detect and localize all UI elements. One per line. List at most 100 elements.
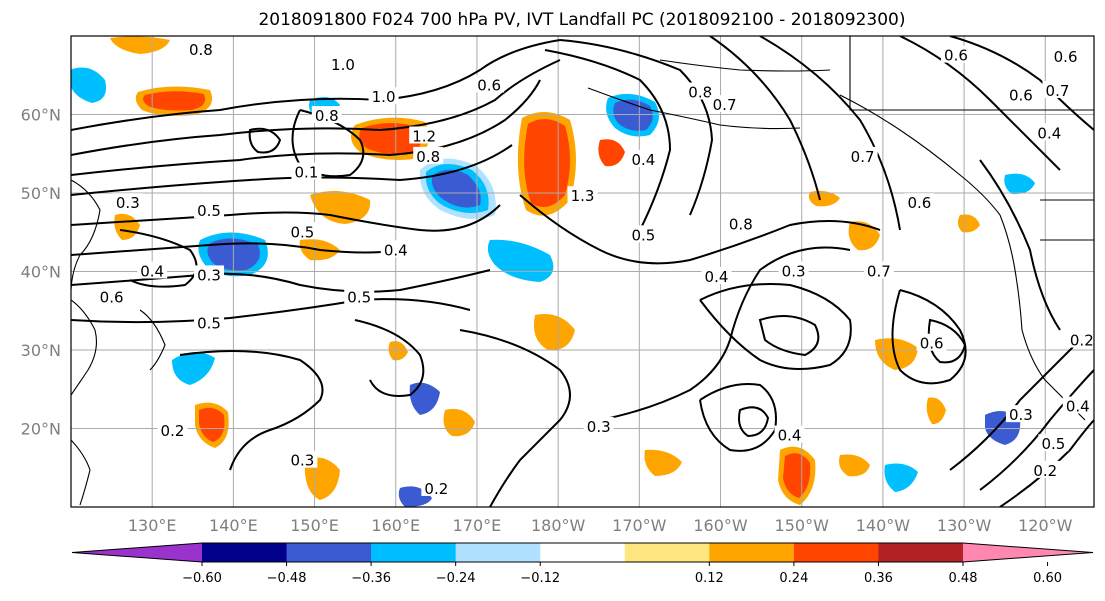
contour-label: 0.2	[161, 422, 185, 440]
contour-label: 0.8	[315, 107, 339, 125]
contour-label: 0.3	[1009, 406, 1033, 424]
longitude-label: 140°W	[856, 516, 911, 535]
contour-label: 0.3	[782, 263, 806, 281]
contour-label: 0.4	[705, 268, 729, 286]
longitude-label: 160°E	[371, 516, 420, 535]
figure-title: 2018091800 F024 700 hPa PV, IVT Landfall…	[258, 10, 905, 30]
contour-label: 0.2	[1033, 462, 1057, 480]
contour-label: 0.4	[778, 427, 802, 445]
colorbar-tick-label: 0.60	[1033, 571, 1062, 586]
contour-label-background	[863, 261, 894, 279]
colorbar-segment	[455, 543, 541, 562]
colorbar-tick-label: −0.36	[351, 571, 391, 586]
contour-label-background	[628, 150, 659, 168]
colorbar-tick-label: −0.12	[520, 571, 560, 586]
longitude-label: 160°W	[693, 516, 748, 535]
contour-label-background	[778, 261, 809, 279]
contour-label-background	[137, 261, 168, 279]
contour-label-background	[409, 126, 440, 144]
latitude-label: 30°N	[21, 341, 61, 360]
contour-label: 0.2	[1070, 332, 1094, 350]
contour-label: 0.4	[384, 241, 408, 259]
contour-label-background	[474, 75, 505, 93]
contour-label: 0.5	[290, 223, 314, 241]
contour-label: 0.3	[197, 266, 221, 284]
contour-label-background	[701, 266, 732, 284]
contour-label: 0.7	[867, 263, 891, 281]
contour-label-background	[194, 265, 225, 283]
colorbar-tick-label: 0.12	[695, 571, 724, 586]
colorbar-tick-label: 0.24	[779, 571, 808, 586]
contour-label: 0.6	[944, 47, 968, 65]
contour-label: 0.4	[1066, 398, 1090, 416]
contour-label-background	[1038, 434, 1069, 452]
longitude-label: 150°E	[290, 516, 339, 535]
contour-label: 0.1	[295, 164, 319, 182]
longitude-labels: 130°E 140°E 150°E 160°E 170°E 180°W 170°W 160°W…	[128, 516, 1073, 535]
contour-label-background	[904, 193, 935, 211]
contour-label-background	[413, 146, 444, 164]
contour-label-background	[1034, 123, 1065, 141]
latitude-label: 20°N	[21, 420, 61, 439]
contour-label: 0.2	[424, 480, 448, 498]
latitude-label: 50°N	[21, 184, 61, 203]
contour-label: 0.8	[688, 84, 712, 102]
contour-label: 0.4	[1037, 124, 1061, 142]
contour-label-background	[194, 201, 225, 219]
contour-label-background	[194, 313, 225, 331]
longitude-label: 180°W	[531, 516, 586, 535]
colorbar: −0.60 −0.48 −0.36 −0.24 −0.12 0.12 0.24 0.36 0.4…	[71, 542, 1094, 586]
contour-label: 0.3	[290, 452, 314, 470]
contour-label: 0.4	[140, 263, 164, 281]
longitude-label: 170°E	[453, 516, 502, 535]
contour-label: 0.8	[416, 148, 440, 166]
contour-label-background	[916, 333, 947, 351]
contour-label: 0.4	[631, 151, 655, 169]
contour-label-background	[1030, 460, 1061, 478]
contour-label: 1.3	[571, 187, 595, 205]
contour-label: 1.2	[412, 127, 436, 145]
contour-label: 0.3	[116, 194, 140, 212]
colorbar-segment	[371, 543, 457, 562]
contour-label-background	[96, 287, 127, 305]
colorbar-extend-low	[72, 543, 202, 562]
contour-label: 0.7	[713, 96, 737, 114]
contour-label-background	[291, 162, 322, 180]
contour-label: 1.0	[372, 88, 396, 106]
contour-label: 0.5	[197, 314, 221, 332]
contour-label: 0.5	[631, 226, 655, 244]
contour-label: 0.7	[851, 148, 875, 166]
contour-label: 0.6	[1054, 48, 1078, 66]
contour-label-background	[709, 95, 740, 113]
latitude-label: 60°N	[21, 106, 61, 125]
colorbar-tick-label: −0.60	[182, 571, 222, 586]
ivt-contours	[71, 36, 1094, 507]
contour-label-background	[368, 87, 399, 105]
colorbar-segment	[709, 543, 795, 562]
contour-label: 0.6	[908, 194, 932, 212]
longitude-label: 150°W	[775, 516, 830, 535]
contour-label-background	[628, 225, 659, 243]
contour-label-background	[421, 478, 452, 496]
contour-label-background	[380, 240, 411, 258]
contour-label-background	[1050, 47, 1081, 65]
contour-label-background	[774, 425, 805, 443]
contour-label-background	[567, 186, 598, 204]
latitude-labels: 60°N 50°N 40°N 30°N 20°N	[21, 106, 61, 439]
longitude-label: 130°W	[937, 516, 992, 535]
colorbar-segment	[202, 543, 288, 562]
coastlines	[71, 36, 1094, 506]
contour-label: 0.8	[189, 41, 213, 59]
contour-label-background	[685, 82, 716, 100]
contour-label-background	[344, 287, 375, 305]
contour-label-background	[311, 106, 342, 124]
contour-label: 0.5	[197, 202, 221, 220]
contour-label: 0.5	[1041, 435, 1065, 453]
longitude-label: 120°W	[1018, 516, 1073, 535]
latitude-label: 40°N	[21, 263, 61, 282]
contour-label-background	[847, 146, 878, 164]
contour-label: 0.8	[729, 215, 753, 233]
colorbar-segment	[793, 543, 879, 562]
longitude-label: 140°E	[209, 516, 258, 535]
